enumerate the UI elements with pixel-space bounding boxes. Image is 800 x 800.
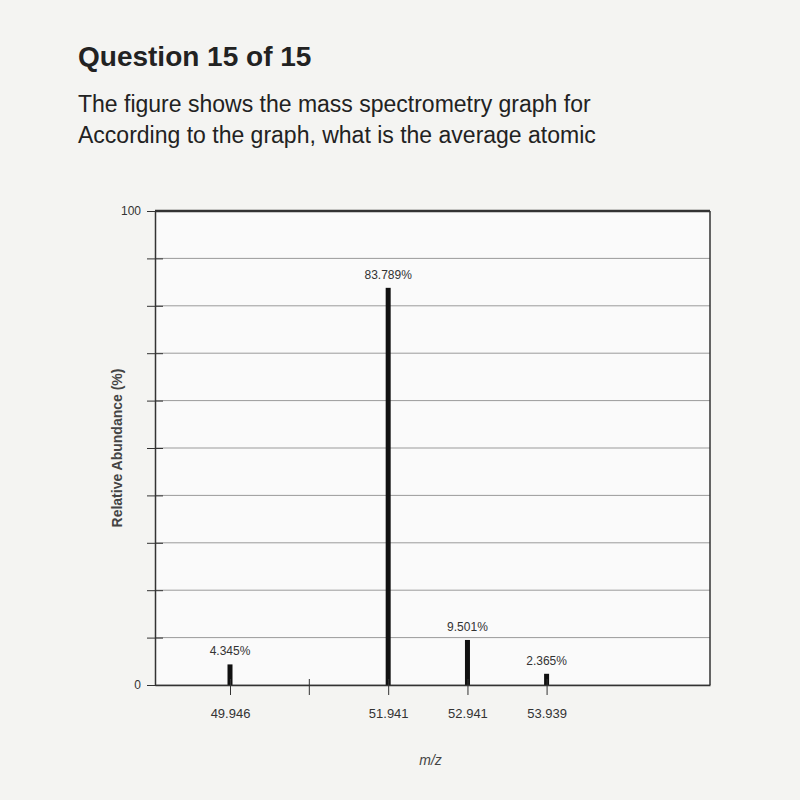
x-tick-mark <box>309 679 310 695</box>
plot-background <box>155 211 710 685</box>
x-tick <box>309 679 310 695</box>
grid-line <box>155 211 710 212</box>
grid-line <box>155 353 710 354</box>
question-text: According to the graph, what is the aver… <box>78 122 596 148</box>
y-tick-mark <box>147 685 163 686</box>
y-tick <box>147 401 163 402</box>
bars <box>228 288 550 685</box>
y-tick-mark <box>147 306 163 307</box>
x-axis-title: m/z <box>419 752 442 768</box>
y-tick-mark <box>147 353 163 354</box>
grid <box>155 211 710 685</box>
y-tick-mark <box>147 448 163 449</box>
x-tick-mark <box>230 679 231 695</box>
y-tick-mark <box>147 543 163 544</box>
x-axis-line <box>156 685 711 687</box>
y-tick <box>147 495 163 496</box>
question-text: The figure shows the mass spectrometry g… <box>78 91 591 117</box>
y-tick <box>147 306 163 307</box>
grid-line <box>155 495 710 496</box>
y-axis-title: Relative Abundance (%) <box>109 369 125 528</box>
y-tick <box>147 448 163 449</box>
grid-line <box>155 685 710 686</box>
y-tick-mark <box>147 638 163 639</box>
y-tick <box>147 543 163 544</box>
x-tick: 49.946 <box>211 679 251 721</box>
frame-top <box>155 210 710 213</box>
grid-line <box>155 448 710 449</box>
y-axis: 0 100 <box>121 204 163 692</box>
data-label: 83.789% <box>364 268 412 282</box>
bar <box>465 640 470 685</box>
x-tick-label: 51.941 <box>369 706 409 721</box>
frame-right <box>709 211 711 685</box>
question-title: Question 15 of 15 <box>78 41 311 72</box>
plot: 49.946 51.941 52.941 53.939 0 100 4.345% 83.789… <box>121 204 711 721</box>
y-tick-label: 100 <box>121 204 141 218</box>
x-tick: 52.941 <box>448 679 488 721</box>
bar <box>386 288 391 685</box>
x-tick-mark <box>467 679 468 695</box>
x-axis: 49.946 51.941 52.941 53.939 <box>156 679 711 721</box>
x-tick-mark <box>547 679 548 695</box>
y-tick-mark <box>147 590 163 591</box>
y-tick-mark <box>147 211 163 212</box>
grid-line <box>155 637 710 638</box>
data-label: 4.345% <box>210 644 251 658</box>
y-tick <box>147 353 163 354</box>
y-tick-mark <box>147 258 163 259</box>
grid-line <box>155 590 710 591</box>
y-tick-label: 0 <box>134 678 141 692</box>
x-tick-mark <box>388 679 389 695</box>
grid-line <box>155 305 710 306</box>
y-tick <box>147 258 163 259</box>
data-label: 2.365% <box>526 654 567 668</box>
data-label: 9.501% <box>447 620 488 634</box>
x-tick-label: 53.939 <box>527 706 567 721</box>
page: Question 15 of 15 The figure shows the ma… <box>0 0 800 800</box>
grid-line <box>155 400 710 401</box>
y-tick-mark <box>147 495 163 496</box>
y-tick <box>147 638 163 639</box>
y-tick <box>147 590 163 591</box>
x-tick: 51.941 <box>369 679 409 721</box>
y-tick-mark <box>147 401 163 402</box>
x-tick: 53.939 <box>527 679 567 721</box>
grid-line <box>155 542 710 543</box>
data-labels: 4.345% 83.789% 9.501% 2.365% <box>210 268 568 668</box>
grid-line <box>155 258 710 259</box>
x-tick-label: 52.941 <box>448 706 488 721</box>
y-tick: 100 <box>121 204 163 218</box>
y-tick: 0 <box>134 678 163 692</box>
x-tick-label: 49.946 <box>211 706 251 721</box>
